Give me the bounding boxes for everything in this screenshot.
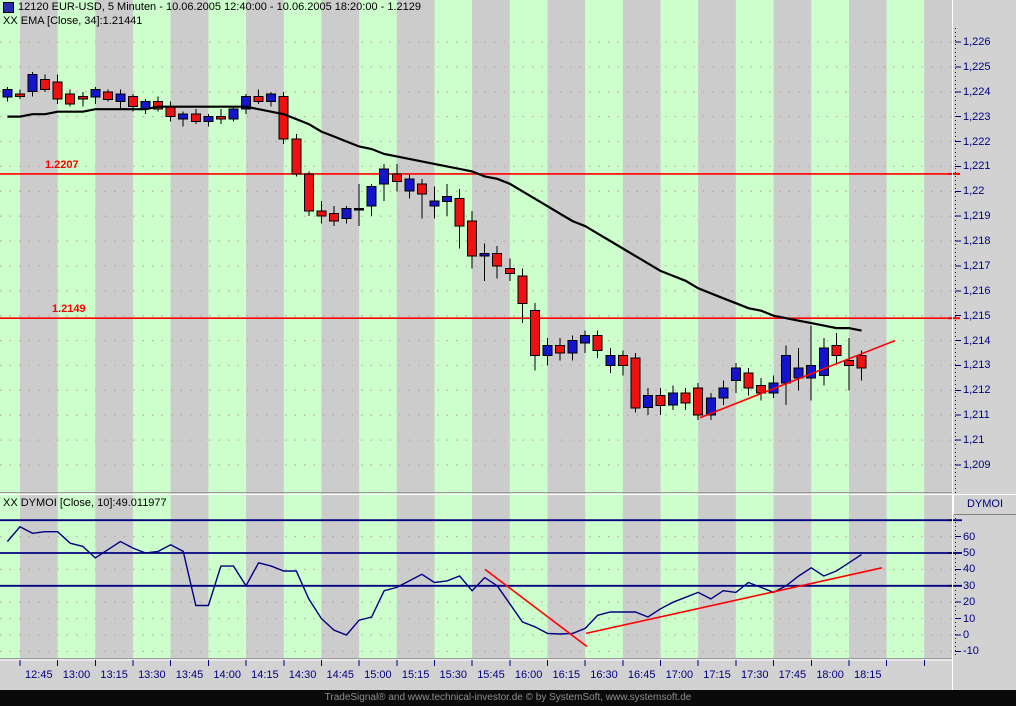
candle-body: [165, 106, 176, 118]
axis-separator: [0, 0, 953, 690]
candle-body: [605, 355, 616, 366]
candle-body: [266, 93, 277, 103]
candle-body: [580, 335, 591, 344]
candle-body: [492, 253, 503, 267]
candle-body: [404, 178, 415, 192]
candle-body: [693, 387, 704, 416]
candle-body: [555, 345, 565, 354]
candle-body: [203, 116, 214, 123]
footer-credit: TradeSignal® and www.technical-investor.…: [0, 690, 1016, 706]
candle-body: [504, 267, 515, 274]
candle-body: [228, 108, 239, 120]
candle-body: [128, 96, 138, 108]
candle-body: [65, 93, 76, 105]
candle-body: [90, 88, 101, 98]
candle-body: [668, 392, 679, 406]
candle-body: [416, 183, 427, 195]
candle-body: [278, 96, 289, 140]
candle-body: [454, 198, 465, 227]
candle-body: [15, 93, 25, 98]
candle-body: [303, 173, 314, 212]
candle-body: [115, 93, 126, 103]
candle-body: [843, 360, 854, 366]
candle-body: [705, 397, 716, 416]
candle-body: [718, 387, 729, 399]
candlesticks: [2, 71, 867, 421]
candle-body: [2, 88, 13, 98]
candle-body: [743, 372, 754, 389]
ema-line: [7, 105, 862, 332]
candle-body: [316, 210, 327, 217]
candle-body: [341, 208, 352, 220]
candle-body: [190, 113, 201, 123]
candle-body: [442, 195, 452, 202]
candle-body: [730, 367, 741, 381]
price-gridlines: [0, 41, 952, 466]
candle-body: [291, 138, 302, 175]
candle-body: [542, 345, 553, 356]
candle-body: [467, 220, 478, 257]
candle-body: [781, 355, 792, 384]
dymoi-line: [6, 525, 862, 636]
candle-body: [366, 185, 377, 207]
candle-body: [354, 208, 365, 211]
candle-body: [529, 310, 540, 357]
candle-body: [77, 96, 88, 100]
candle-body: [856, 355, 867, 369]
candle-body: [655, 394, 666, 406]
candle-body: [818, 347, 829, 376]
pane-separator: [0, 492, 952, 495]
candle-body: [429, 200, 440, 207]
candle-body: [567, 340, 578, 354]
candle-body: [52, 81, 63, 100]
candle-body: [517, 275, 528, 304]
dymoi-axis-title: DYMOI: [953, 494, 1016, 515]
candle-body: [831, 345, 842, 356]
dymoi-gridlines: [0, 535, 952, 653]
background-stripes: [0, 0, 925, 658]
candle-body: [617, 355, 628, 366]
dymoi-trendline-up: [585, 567, 883, 635]
candle-body: [479, 253, 490, 257]
candle-body: [27, 73, 38, 93]
candle-body: [592, 335, 603, 352]
candle-body: [643, 394, 653, 409]
candle-body: [680, 392, 691, 404]
price-trendline: [699, 339, 896, 419]
candle-body: [793, 367, 804, 379]
candle-body: [630, 357, 641, 409]
candle-body: [379, 168, 390, 185]
candle-body: [178, 113, 189, 120]
candle-body: [391, 173, 402, 182]
candle-body: [215, 116, 226, 120]
candle-body: [102, 91, 113, 100]
dymoi-trendline-down: [484, 568, 588, 648]
candle-body: [329, 213, 339, 222]
candle-body: [153, 101, 164, 110]
candle-body: [253, 96, 264, 103]
candle-body: [241, 96, 251, 110]
axis-ticks: [19, 41, 961, 666]
candle-body: [806, 364, 817, 379]
candle-body: [40, 78, 51, 90]
